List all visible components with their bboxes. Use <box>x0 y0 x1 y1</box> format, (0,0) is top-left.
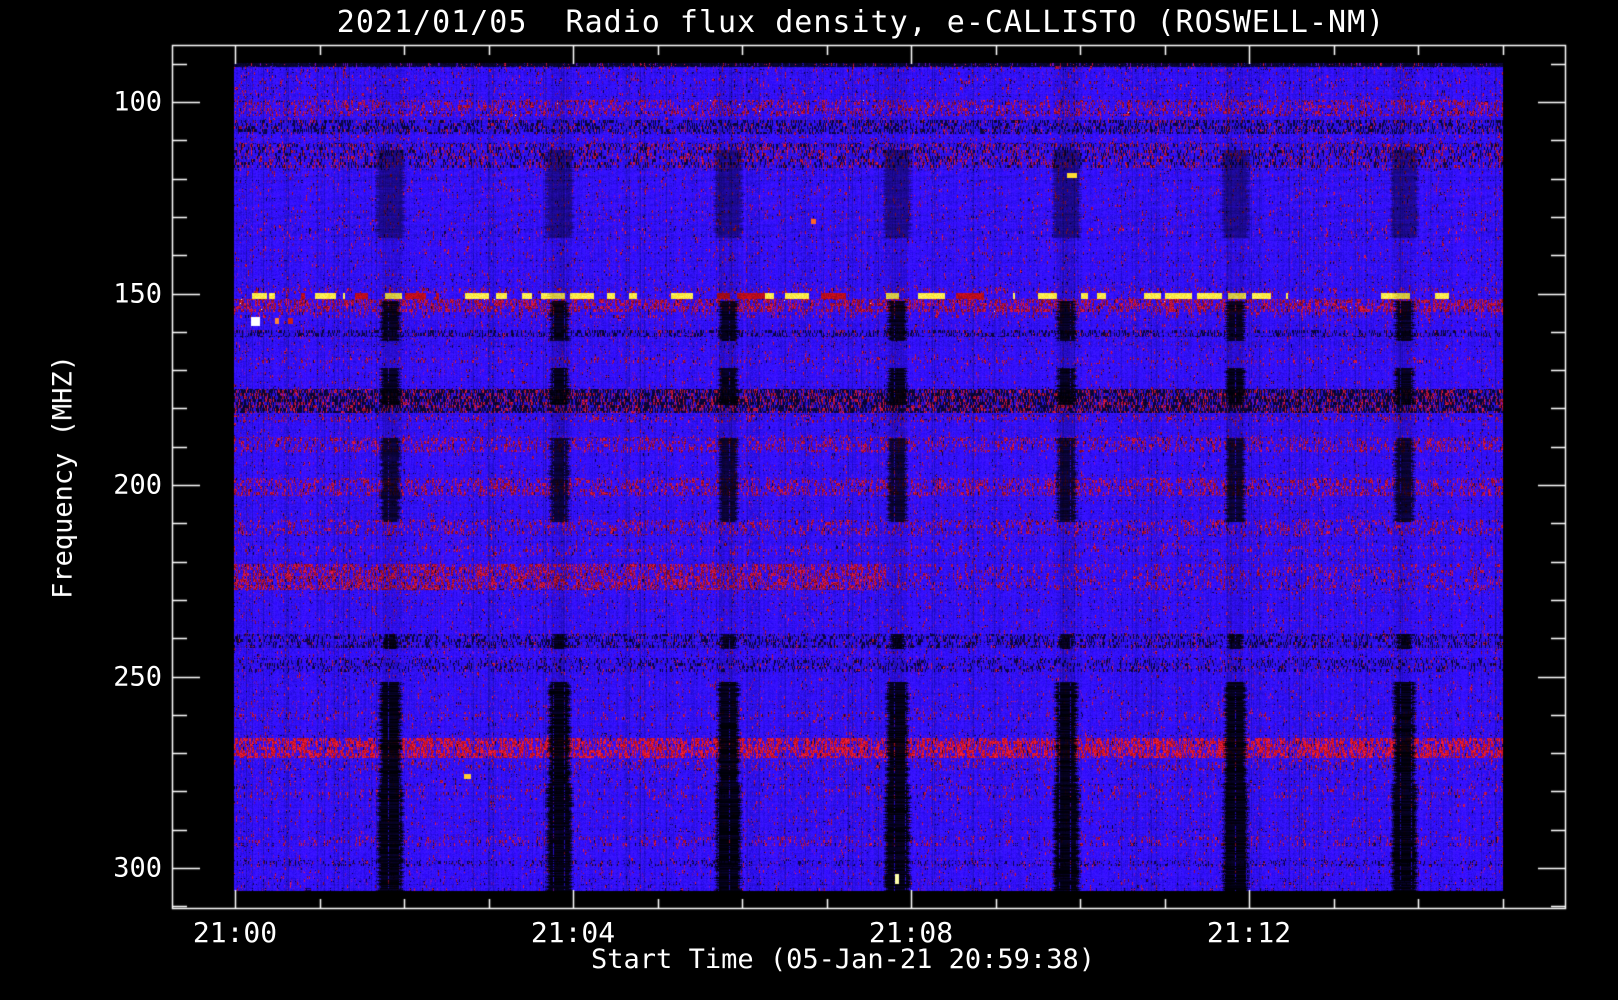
x-tick-label: 21:12 <box>1206 916 1292 949</box>
chart-title: 2021/01/05 Radio flux density, e-CALLIST… <box>336 5 1386 40</box>
x-tick-label: 21:04 <box>530 916 616 949</box>
y-tick-label: 300 <box>113 852 162 884</box>
y-tick-label: 200 <box>113 469 162 501</box>
x-tick-label: 21:08 <box>868 916 954 949</box>
y-tick-label: 250 <box>113 661 162 692</box>
y-tick-label: 100 <box>113 86 162 118</box>
x-tick-label: 21:00 <box>192 916 278 949</box>
x-axis-label: Start Time (05-Jan-21 20:59:38) <box>591 944 1095 975</box>
y-axis-label: Frequency (MHZ) <box>47 355 79 599</box>
y-tick-label: 150 <box>113 278 162 309</box>
